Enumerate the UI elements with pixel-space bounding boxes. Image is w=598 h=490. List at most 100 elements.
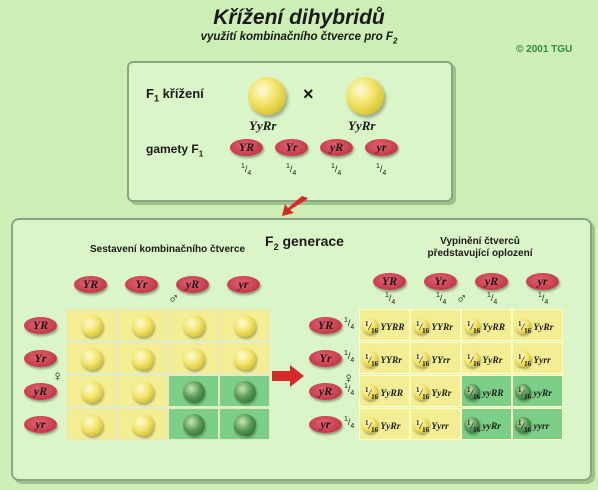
pea-icon: [81, 414, 103, 436]
male-gamete-fraction: 1/4: [487, 292, 498, 306]
right-heading-2: představující oplození: [427, 248, 533, 259]
grid-cell-left: [66, 408, 117, 440]
pea-icon: [234, 348, 256, 370]
genotype-label: 1/16 YYRr: [365, 353, 402, 369]
grid-cell-left: [219, 309, 270, 341]
pea-icon: [132, 315, 154, 337]
male-gamete-right-yr: yr: [526, 273, 559, 290]
f1-cross-label: F1 křížení: [146, 86, 204, 104]
grid-cell-right: 1/16 YyRr: [410, 375, 461, 407]
pea-icon: [413, 417, 429, 433]
genotype-label: 1/16 YyRr: [365, 419, 401, 435]
male-gamete-right-Yr: Yr: [424, 273, 457, 290]
genotype-label: 1/16 Yyrr: [416, 419, 449, 435]
f2-title: F2 generace: [265, 233, 344, 252]
male-gamete-left-yR: yR: [176, 276, 209, 293]
male-symbol-right: ♂: [456, 290, 468, 307]
pea-icon: [183, 348, 205, 370]
grid-cell-right: 1/16 yyrr: [512, 408, 563, 440]
genotype-label: 1/16 yyRR: [467, 386, 504, 402]
grid-cell-left: [117, 408, 168, 440]
grid-cell-left: [117, 309, 168, 341]
male-gamete-left-YR: YR: [74, 276, 107, 293]
grid-cell-right: 1/16 Yyrr: [512, 342, 563, 374]
gamete-fraction: 1/4: [241, 163, 252, 177]
page-subtitle: využití kombinačního čtverce pro F2: [200, 31, 398, 46]
pea-icon: [413, 318, 429, 334]
grid-cell-left: [219, 342, 270, 374]
pea-icon: [464, 318, 480, 334]
grid-cell-right: 1/16 YYRR: [359, 309, 410, 341]
grid-cell-right: 1/16 YyRr: [512, 309, 563, 341]
grid-cell-right: 1/16 YyRr: [359, 408, 410, 440]
pea-icon: [183, 381, 205, 403]
female-gamete-right-Yr: Yr: [309, 350, 342, 367]
gamete-f1-YR: YR: [230, 139, 263, 156]
male-gamete-fraction: 1/4: [385, 292, 396, 306]
genotype-label: 1/16 YYrr: [416, 353, 451, 369]
grid-cell-left: [168, 375, 219, 407]
right-arrow-icon: [272, 365, 304, 387]
grid-cell-right: 1/16 YyRR: [461, 309, 512, 341]
pea-icon: [234, 414, 256, 436]
genotype-label: 1/16 Yyrr: [518, 353, 551, 369]
grid-cell-right: 1/16 yyRr: [512, 375, 563, 407]
male-gamete-fraction: 1/4: [538, 292, 549, 306]
grid-cell-right: 1/16 YYRr: [410, 309, 461, 341]
gamete-fraction: 1/4: [331, 163, 342, 177]
pea-icon: [464, 384, 480, 400]
genotype-label: 1/16 YyRR: [467, 320, 506, 336]
pea-icon: [464, 417, 480, 433]
genotype-label: 1/16 YyRr: [518, 320, 554, 336]
gamete-fraction: 1/4: [286, 163, 297, 177]
pea-icon: [515, 384, 531, 400]
pea-icon: [183, 414, 205, 436]
grid-cell-right: 1/16 yyRr: [461, 408, 512, 440]
pea-icon: [132, 414, 154, 436]
pea-icon: [234, 315, 256, 337]
down-arrow-icon: [282, 196, 308, 216]
female-gamete-right-yR: yR: [309, 383, 342, 400]
grid-cell-left: [117, 375, 168, 407]
grid-cell-right: 1/16 Yyrr: [410, 408, 461, 440]
grid-cell-left: [219, 408, 270, 440]
male-symbol: ♂: [168, 290, 180, 307]
parent-pea-1: [248, 77, 286, 115]
pea-icon: [515, 318, 531, 334]
grid-cell-left: [168, 342, 219, 374]
grid-cell-left: [66, 375, 117, 407]
grid-cell-left: [168, 309, 219, 341]
pea-icon: [362, 351, 378, 367]
pea-icon: [362, 318, 378, 334]
male-gamete-fraction: 1/4: [436, 292, 447, 306]
female-gamete-left-YR: YR: [24, 317, 57, 334]
male-gamete-left-Yr: Yr: [125, 276, 158, 293]
genotype-label: 1/16 YYRr: [416, 320, 453, 336]
genotype-label: 1/16 YyRr: [416, 386, 452, 402]
parent-genotype-1: YyRr: [249, 118, 277, 133]
pea-icon: [413, 384, 429, 400]
grid-cell-left: [117, 342, 168, 374]
female-gamete-right-yr: yr: [309, 416, 342, 433]
right-heading-1: Vypinění čtverců: [440, 236, 520, 247]
female-gamete-left-yR: yR: [24, 383, 57, 400]
grid-cell-left: [66, 342, 117, 374]
pea-icon: [183, 315, 205, 337]
female-gamete-fraction: 1/4: [344, 350, 355, 364]
left-heading: Sestavení kombinačního čtverce: [90, 244, 246, 255]
female-gamete-fraction: 1/4: [344, 416, 355, 430]
pea-icon: [132, 381, 154, 403]
pea-icon: [464, 351, 480, 367]
female-gamete-fraction: 1/4: [344, 317, 355, 331]
grid-cell-left: [168, 408, 219, 440]
parent-genotype-2: YyRr: [348, 118, 376, 133]
female-gamete-right-YR: YR: [309, 317, 342, 334]
pea-icon: [132, 348, 154, 370]
pea-icon: [362, 384, 378, 400]
female-gamete-left-yr: yr: [24, 416, 57, 433]
gamete-f1-yr: yr: [365, 139, 398, 156]
pea-icon: [362, 417, 378, 433]
pea-icon: [413, 351, 429, 367]
genotype-label: 1/16 YYRR: [365, 320, 405, 336]
gamete-fraction: 1/4: [376, 163, 387, 177]
